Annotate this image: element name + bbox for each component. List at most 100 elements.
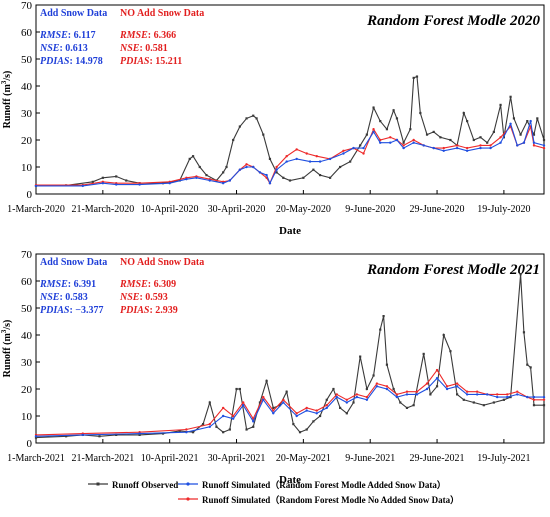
data-point (302, 176, 305, 179)
stats-row-noadd: RMSE: 6.366 (119, 30, 176, 41)
legend-item: Runoff Simulated（Random Forest Modle Add… (178, 480, 446, 490)
data-point (415, 390, 419, 393)
data-point (532, 404, 536, 407)
data-point (355, 395, 359, 399)
series-line (35, 377, 544, 437)
data-point (282, 401, 285, 404)
data-point (432, 130, 435, 133)
data-point (489, 144, 492, 147)
data-point (295, 157, 298, 161)
data-point (138, 183, 141, 186)
data-point (379, 141, 382, 144)
data-point (349, 160, 352, 163)
data-point (492, 130, 495, 133)
y-tick-label: 30 (21, 357, 33, 369)
data-point (499, 141, 502, 144)
data-point (352, 401, 355, 404)
data-point (359, 355, 362, 358)
series-added-snow (34, 119, 546, 188)
data-point (519, 273, 522, 276)
data-point (275, 171, 278, 174)
data-point (455, 382, 459, 385)
data-point (422, 144, 425, 147)
y-tick-label: 10 (21, 162, 33, 174)
data-point (335, 393, 338, 396)
data-point (506, 395, 509, 399)
x-tick-label: 19-July-2020 (477, 204, 530, 215)
stats-heading-added: Add Snow Data (40, 8, 107, 19)
legend-label: Runoff Observed (112, 480, 178, 490)
data-point (379, 138, 382, 142)
stats-heading-noadd: NO Add Snow Data (120, 8, 204, 19)
data-point (315, 409, 318, 412)
data-point (138, 432, 141, 435)
data-point (325, 398, 328, 401)
y-tick-label: 50 (21, 303, 33, 315)
chart-panel-1: 0 10 20 30 40 50 60 70 1-March-2020 21-March-2020… (0, 0, 546, 237)
series-line (36, 120, 545, 187)
data-point (516, 393, 519, 396)
data-point (392, 109, 395, 112)
data-point (479, 146, 482, 150)
data-point (278, 404, 282, 407)
data-point (455, 146, 459, 150)
data-point (188, 157, 191, 160)
data-point (472, 401, 475, 404)
data-point (252, 165, 255, 169)
x-tick-label: 20-May-2021 (276, 453, 331, 464)
stats-row-added: NSE: 0.583 (39, 292, 88, 303)
data-point (325, 404, 328, 407)
stats-row-noadd: NSE: 0.593 (119, 292, 168, 303)
data-point (486, 141, 489, 144)
data-point (329, 176, 332, 179)
data-point (449, 350, 452, 353)
data-point (318, 414, 322, 418)
data-point (138, 433, 141, 436)
y-axis-label: Runoff (m3/s) (0, 320, 13, 378)
data-point (472, 138, 475, 142)
data-point (312, 420, 315, 423)
series-line (35, 369, 544, 436)
data-point (222, 171, 225, 174)
data-point (222, 431, 225, 434)
data-point (365, 395, 369, 399)
data-point (479, 136, 482, 139)
data-point (379, 120, 382, 123)
data-point (465, 390, 469, 393)
data-point (335, 395, 338, 399)
data-point (536, 117, 539, 120)
data-point (532, 144, 536, 147)
data-point (466, 120, 469, 123)
data-point (252, 425, 255, 428)
series-observed (34, 273, 546, 439)
data-point (442, 333, 445, 337)
data-point (445, 387, 449, 391)
data-point (81, 184, 84, 188)
data-point (101, 176, 104, 179)
data-point (439, 136, 442, 139)
stat-value: : −3.377 (69, 305, 103, 316)
stat-value: : 6.117 (68, 30, 96, 41)
stats-row-added: PDIAS: 14.978 (40, 56, 103, 67)
data-point (115, 183, 118, 186)
series-added-snow (34, 377, 546, 438)
y-axis-label: Runoff (m3/s) (0, 71, 13, 129)
data-point (509, 122, 512, 126)
stat-value: : 6.366 (148, 30, 176, 41)
legend-item: Runoff Observed (88, 480, 178, 490)
data-point (359, 144, 362, 147)
data-point (385, 128, 389, 131)
data-point (389, 141, 392, 144)
data-point (405, 406, 409, 409)
data-point (506, 393, 509, 396)
data-point (422, 352, 425, 355)
x-tick-label: 9-June-2020 (345, 204, 395, 215)
y-tick-label: 0 (27, 189, 33, 201)
data-point (425, 382, 429, 385)
data-point (522, 331, 526, 334)
data-point (405, 393, 409, 396)
stats-row-noadd: RMSE: 6.309 (119, 279, 176, 290)
y-tick-label: 20 (21, 384, 33, 396)
data-point (282, 398, 285, 401)
x-tick-label: 29-June-2020 (410, 204, 465, 215)
